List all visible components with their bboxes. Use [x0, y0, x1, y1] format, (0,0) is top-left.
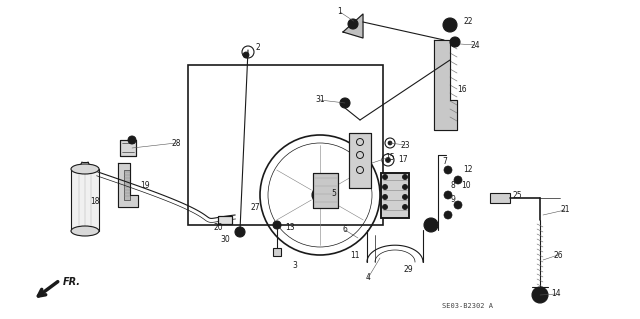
Circle shape [532, 287, 548, 303]
Text: FR.: FR. [63, 277, 81, 287]
Circle shape [403, 174, 408, 180]
Ellipse shape [71, 164, 99, 174]
Circle shape [383, 184, 387, 189]
Bar [381, 173, 409, 218]
Text: 11: 11 [350, 250, 360, 259]
Circle shape [235, 227, 245, 237]
Bar [124, 170, 130, 200]
Text: 9: 9 [451, 196, 456, 204]
Polygon shape [434, 40, 457, 130]
Text: 25: 25 [512, 190, 522, 199]
Circle shape [450, 37, 460, 47]
Bar [349, 132, 371, 188]
Text: 29: 29 [403, 265, 413, 275]
Bar [490, 193, 510, 203]
Circle shape [243, 52, 249, 58]
Text: 24: 24 [470, 41, 480, 49]
Circle shape [383, 204, 387, 210]
Circle shape [456, 178, 460, 182]
Circle shape [446, 168, 450, 172]
Circle shape [454, 176, 462, 184]
Text: SE03-B2302 A: SE03-B2302 A [442, 303, 493, 309]
Text: 14: 14 [551, 290, 561, 299]
Circle shape [536, 291, 544, 299]
Circle shape [447, 21, 454, 28]
Ellipse shape [71, 226, 99, 236]
Text: 3: 3 [292, 261, 298, 270]
Circle shape [385, 158, 390, 162]
Bar [312, 173, 337, 207]
Text: 10: 10 [461, 181, 471, 189]
Circle shape [424, 218, 438, 232]
Bar [218, 216, 232, 224]
Bar [71, 169, 99, 231]
Text: 13: 13 [285, 224, 295, 233]
Text: 1: 1 [338, 8, 342, 17]
Bar [120, 140, 136, 156]
Bar [312, 173, 337, 207]
Circle shape [351, 21, 355, 26]
Text: 23: 23 [400, 140, 410, 150]
Circle shape [452, 40, 458, 44]
Polygon shape [343, 14, 363, 38]
Text: 6: 6 [342, 226, 348, 234]
Text: 7: 7 [443, 158, 447, 167]
Text: 27: 27 [250, 204, 260, 212]
Circle shape [454, 201, 462, 209]
Circle shape [340, 98, 350, 108]
Circle shape [312, 187, 328, 203]
Circle shape [342, 100, 348, 106]
Text: 26: 26 [553, 250, 563, 259]
Circle shape [383, 174, 387, 180]
Text: 30: 30 [220, 235, 230, 244]
Circle shape [273, 221, 281, 229]
Text: 28: 28 [172, 138, 180, 147]
Text: 5: 5 [332, 189, 337, 197]
Text: 18: 18 [90, 197, 100, 206]
Circle shape [446, 213, 450, 217]
Text: 4: 4 [365, 273, 371, 283]
Text: 22: 22 [463, 18, 473, 26]
Circle shape [316, 191, 324, 199]
Text: 31: 31 [315, 95, 325, 105]
Bar [218, 216, 232, 224]
Text: 2: 2 [255, 43, 260, 53]
Text: 8: 8 [451, 181, 456, 189]
Bar [188, 65, 383, 225]
Bar [120, 140, 136, 156]
Bar [273, 248, 281, 256]
Text: 19: 19 [140, 182, 150, 190]
Circle shape [444, 191, 452, 199]
Polygon shape [118, 163, 138, 207]
Circle shape [383, 195, 387, 199]
Circle shape [444, 211, 452, 219]
Circle shape [388, 141, 392, 145]
Bar [381, 173, 409, 218]
Circle shape [128, 136, 136, 144]
Circle shape [443, 18, 457, 32]
Text: 21: 21 [560, 205, 570, 214]
Circle shape [456, 203, 460, 207]
Circle shape [403, 195, 408, 199]
Text: 16: 16 [457, 85, 467, 94]
Circle shape [348, 19, 358, 29]
Text: 12: 12 [463, 166, 473, 174]
Text: 20: 20 [213, 224, 223, 233]
Circle shape [446, 193, 450, 197]
Text: 17: 17 [398, 155, 408, 165]
Circle shape [444, 166, 452, 174]
Circle shape [403, 184, 408, 189]
Circle shape [403, 204, 408, 210]
Bar [349, 132, 371, 188]
Text: 15: 15 [385, 152, 395, 161]
